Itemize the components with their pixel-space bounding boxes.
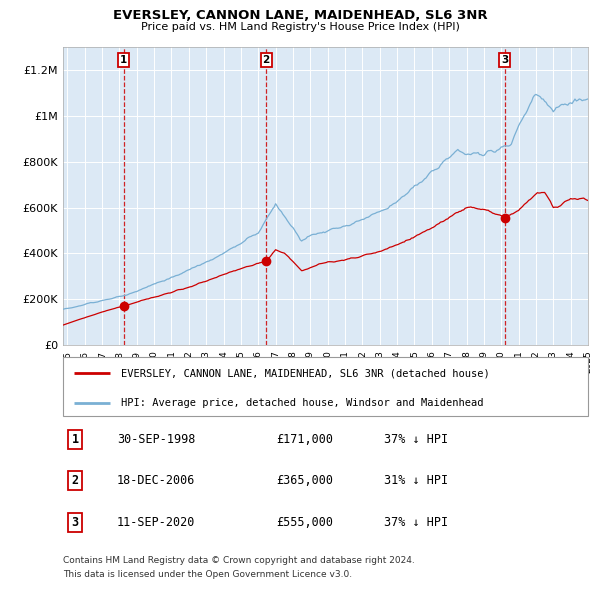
Text: 18-DEC-2006: 18-DEC-2006: [117, 474, 196, 487]
Text: £365,000: £365,000: [276, 474, 333, 487]
Text: 30-SEP-1998: 30-SEP-1998: [117, 433, 196, 446]
Text: 3: 3: [71, 516, 79, 529]
Text: 2: 2: [71, 474, 79, 487]
Text: 1: 1: [120, 55, 127, 65]
Text: 2: 2: [263, 55, 270, 65]
Text: £171,000: £171,000: [276, 433, 333, 446]
Text: This data is licensed under the Open Government Licence v3.0.: This data is licensed under the Open Gov…: [63, 571, 352, 579]
Text: Contains HM Land Registry data © Crown copyright and database right 2024.: Contains HM Land Registry data © Crown c…: [63, 556, 415, 565]
Text: HPI: Average price, detached house, Windsor and Maidenhead: HPI: Average price, detached house, Wind…: [121, 398, 483, 408]
Text: EVERSLEY, CANNON LANE, MAIDENHEAD, SL6 3NR (detached house): EVERSLEY, CANNON LANE, MAIDENHEAD, SL6 3…: [121, 369, 490, 378]
Text: Price paid vs. HM Land Registry's House Price Index (HPI): Price paid vs. HM Land Registry's House …: [140, 22, 460, 32]
Text: 37% ↓ HPI: 37% ↓ HPI: [384, 516, 448, 529]
FancyBboxPatch shape: [63, 357, 588, 416]
Text: 1: 1: [71, 433, 79, 446]
Text: £555,000: £555,000: [276, 516, 333, 529]
Text: 3: 3: [501, 55, 508, 65]
Text: 37% ↓ HPI: 37% ↓ HPI: [384, 433, 448, 446]
Text: 31% ↓ HPI: 31% ↓ HPI: [384, 474, 448, 487]
Text: 11-SEP-2020: 11-SEP-2020: [117, 516, 196, 529]
Text: EVERSLEY, CANNON LANE, MAIDENHEAD, SL6 3NR: EVERSLEY, CANNON LANE, MAIDENHEAD, SL6 3…: [113, 9, 487, 22]
